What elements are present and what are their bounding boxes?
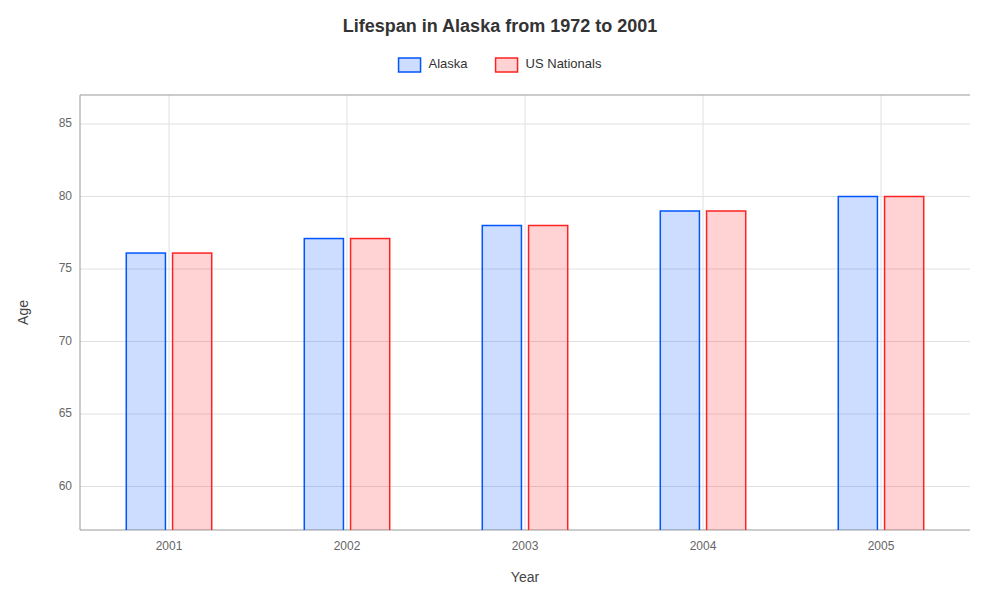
x-tick-label: 2001 [156, 539, 183, 553]
x-tick-label: 2004 [690, 539, 717, 553]
legend: Alaska US Nationals [399, 56, 602, 72]
x-tick-label: 2003 [512, 539, 539, 553]
y-tick-label: 60 [59, 479, 73, 493]
bar [173, 253, 212, 530]
x-grid-line [881, 95, 882, 530]
x-grid-line [169, 95, 170, 530]
x-grid-line [703, 95, 704, 530]
legend-item: Alaska [399, 56, 469, 72]
x-tick-label: 2005 [868, 539, 895, 553]
bar [304, 239, 343, 530]
x-axis-line [80, 530, 970, 531]
x-grid-line [347, 95, 348, 530]
top-frame-line [80, 95, 970, 96]
bar [126, 253, 165, 530]
legend-swatch [399, 58, 421, 72]
y-tick-label: 85 [59, 116, 73, 130]
bars [126, 197, 923, 531]
y-tick-label: 70 [59, 334, 73, 348]
chart: 60 65 70 75 80 85 2001 2002 2003 2004 2005 Lifespan… [0, 0, 1000, 600]
legend-swatch [496, 58, 518, 72]
legend-label: US Nationals [526, 56, 602, 71]
bar [707, 211, 746, 530]
bar [838, 197, 877, 531]
y-tick-label: 80 [59, 189, 73, 203]
bar [660, 211, 699, 530]
x-grid-line [525, 95, 526, 530]
bar [885, 197, 924, 531]
bar [351, 239, 390, 530]
y-axis-label: Age [15, 300, 31, 325]
bar [482, 226, 521, 531]
legend-label: Alaska [429, 56, 469, 71]
y-axis-line [80, 95, 81, 530]
x-tick-label: 2002 [334, 539, 361, 553]
x-axis-label: Year [511, 569, 540, 585]
bar [529, 226, 568, 531]
legend-item: US Nationals [496, 56, 602, 72]
y-tick-label: 65 [59, 406, 73, 420]
y-tick-label: 75 [59, 261, 73, 275]
title: Lifespan in Alaska from 1972 to 2001 [343, 16, 657, 36]
